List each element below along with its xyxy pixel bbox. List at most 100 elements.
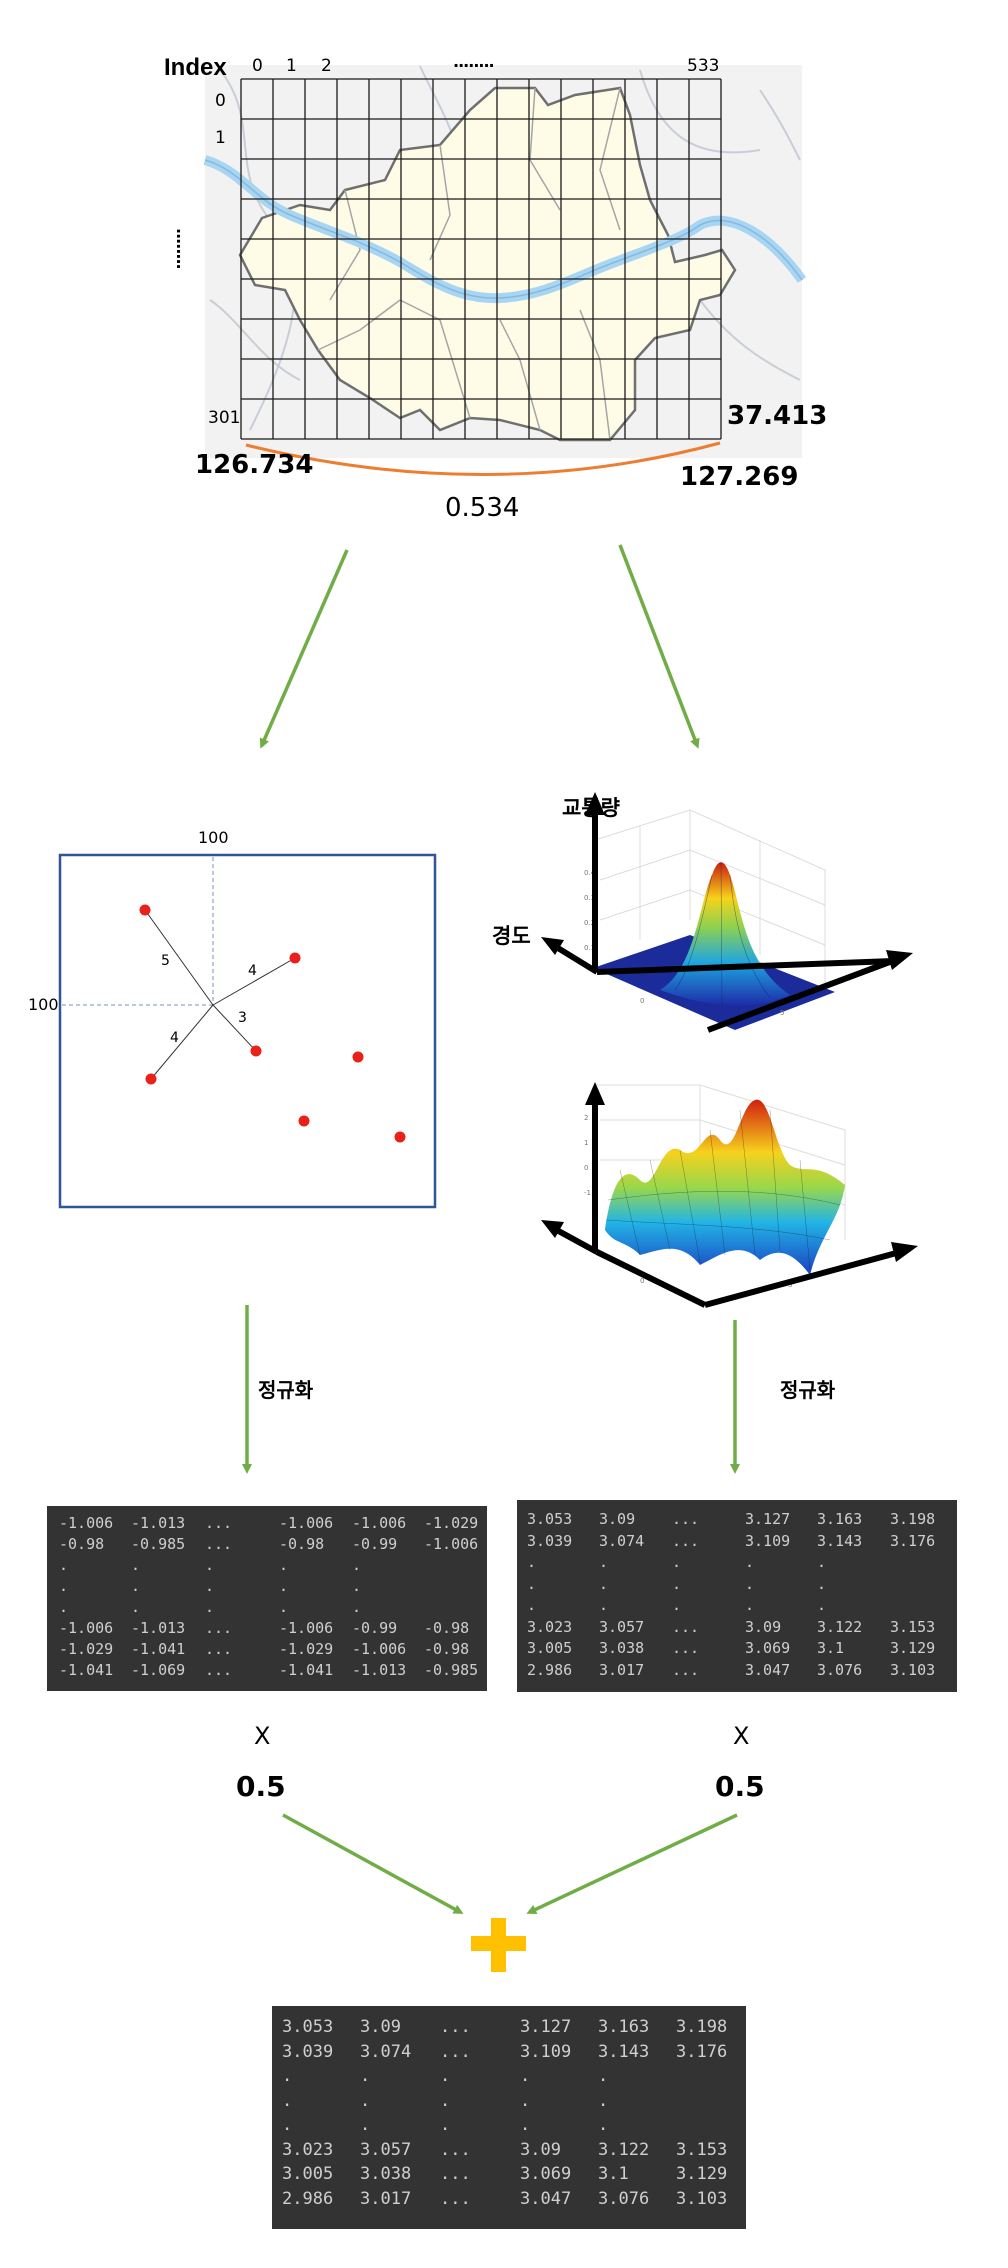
matrix-cell: . — [527, 1596, 537, 1614]
matrix-cell: 3.143 — [817, 1531, 863, 1550]
svg-text:2: 2 — [584, 1114, 588, 1122]
matrix-cell: . — [745, 1574, 755, 1593]
matrix-cell: . — [131, 1577, 141, 1595]
col-index-2: 2 — [321, 56, 332, 76]
matrix-cell: ... — [672, 1639, 700, 1657]
matrix-cell: . — [279, 1598, 289, 1616]
matrix-cell: -0.99 — [352, 1619, 398, 1637]
matrix-cell: 3.017 — [599, 1660, 645, 1679]
matrix-cell: 3.109 — [520, 2041, 572, 2062]
weight-right: 0.5 — [715, 1770, 765, 1803]
matrix-cell: ... — [440, 2041, 471, 2062]
weight-left: 0.5 — [236, 1770, 286, 1803]
matrix-cell: -0.99 — [352, 1535, 398, 1553]
surface-plot-wave: 2 1 0 -1 0 5 — [541, 1082, 918, 1308]
matrix-cell: 3.039 — [527, 1531, 573, 1550]
matrix-cell: -1.069 — [131, 1661, 186, 1679]
matrix-cell: . — [520, 2090, 531, 2111]
matrix-cell: 3.129 — [676, 2164, 728, 2184]
matrix-cell: . — [59, 1556, 69, 1574]
matrix-cell: -0.98 — [424, 1619, 470, 1637]
matrix-cell: 3.023 — [527, 1617, 573, 1636]
point — [298, 1115, 310, 1127]
matrix-cell: 3.109 — [745, 1531, 791, 1550]
matrix-cell: 2.986 — [527, 1660, 573, 1679]
svg-text:0.4: 0.4 — [584, 869, 596, 877]
matrix-cell: -0.985 — [424, 1661, 479, 1679]
peak-surface — [660, 862, 790, 1006]
surface-plot-peak: 0.4 0.3 0.2 0.1 0 5 — [541, 792, 913, 1033]
matrix-cell: . — [352, 1556, 362, 1574]
matrix-cell: 3.038 — [599, 1639, 645, 1657]
matrix-cell: 3.122 — [598, 2139, 650, 2160]
distance-value: 4 — [248, 963, 257, 979]
svg-text:0.2: 0.2 — [584, 919, 595, 927]
matrix-cell: -1.013 — [352, 1661, 407, 1679]
matrix-cell: . — [598, 2115, 609, 2135]
district-lines — [317, 87, 621, 441]
matrix-cell: -1.013 — [131, 1514, 186, 1532]
matrix-cell: 3.103 — [890, 1660, 936, 1679]
matrix-cell: ... — [440, 2017, 471, 2037]
plot-ticks: 2 1 0 -1 0 5 — [584, 1114, 792, 1289]
matrix-cell: . — [672, 1574, 682, 1593]
matrix-cell: 3.198 — [676, 2017, 728, 2037]
matrix-cell: -1.029 — [279, 1640, 334, 1658]
matrix-cell: . — [672, 1596, 682, 1614]
matrix-cell: ... — [205, 1661, 233, 1679]
matrix-cell: . — [672, 1553, 682, 1571]
matrix-cell: -0.98 — [424, 1640, 470, 1658]
matrix-cell: 3.103 — [676, 2188, 728, 2209]
matrix-cell: -1.006 — [424, 1535, 479, 1553]
arrow-combine-left — [282, 1813, 464, 1914]
matrix-cell: 3.053 — [282, 2017, 334, 2037]
matrix-cell: -1.029 — [424, 1514, 479, 1532]
multiply-left: X — [254, 1722, 271, 1750]
matrix-cell: -1.041 — [59, 1661, 114, 1679]
matrix-cell: . — [440, 2115, 451, 2135]
matrix-cell: 3.127 — [520, 2017, 572, 2037]
matrix-cell: -0.985 — [131, 1535, 186, 1553]
matrix-cell: 3.163 — [598, 2017, 650, 2037]
matrix-cell: . — [131, 1598, 141, 1616]
matrix-cell: 3.005 — [282, 2164, 334, 2184]
matrix-cell: 3.039 — [282, 2041, 334, 2062]
matrix-cell: . — [282, 2115, 293, 2135]
matrix-cell: 3.176 — [890, 1531, 936, 1550]
matrix-cell: . — [599, 1553, 609, 1571]
matrix-cell: . — [598, 2090, 609, 2111]
row-index-ellipsis: ........ — [173, 228, 192, 269]
matrix-cell: . — [205, 1577, 215, 1595]
svg-text:5: 5 — [788, 1281, 792, 1289]
matrix-cell: 3.153 — [676, 2139, 728, 2160]
matrix-cell: -1.006 — [352, 1514, 407, 1532]
row-index-0: 0 — [215, 91, 226, 111]
matrix-cell: 3.09 — [520, 2139, 561, 2160]
matrix-cell: 3.069 — [745, 1639, 791, 1657]
matrix-cell: 3.038 — [360, 2164, 412, 2184]
point — [139, 904, 151, 916]
col-index-1: 1 — [286, 56, 297, 76]
span-label: 0.534 — [445, 493, 520, 523]
plot-ticks: 0.4 0.3 0.2 0.1 0 5 — [584, 869, 784, 1017]
lat-label: 37.413 — [727, 401, 828, 431]
svg-text:0.1: 0.1 — [584, 944, 595, 952]
matrix-cell: . — [440, 2090, 451, 2111]
x-axis — [706, 957, 897, 1033]
matrix-cell: -0.98 — [279, 1535, 325, 1553]
matrix-cell: . — [279, 1556, 289, 1574]
matrix-cell: . — [745, 1596, 755, 1614]
matrix-cell: . — [527, 1574, 537, 1593]
matrix-cell: . — [59, 1598, 69, 1616]
matrix-cell: ... — [672, 1531, 700, 1550]
point — [145, 1073, 157, 1085]
matrix-cell: -1.041 — [279, 1661, 334, 1679]
matrix-result: 3.053 3.09... 3.127 3.163 3.198 3.039 3.074...… — [272, 2006, 746, 2229]
matrix-cell: 3.143 — [598, 2041, 650, 2062]
matrix-cell: . — [205, 1556, 215, 1574]
matrix-cell: -1.006 — [279, 1514, 334, 1532]
matrix-cell: 3.09 — [599, 1510, 636, 1528]
distance-value: 5 — [161, 953, 170, 969]
matrix-left: -1.006 -1.013... -1.006 -1.006 -1.029 -0.98 -0… — [47, 1506, 487, 1691]
matrix-cell: -0.98 — [59, 1535, 105, 1553]
